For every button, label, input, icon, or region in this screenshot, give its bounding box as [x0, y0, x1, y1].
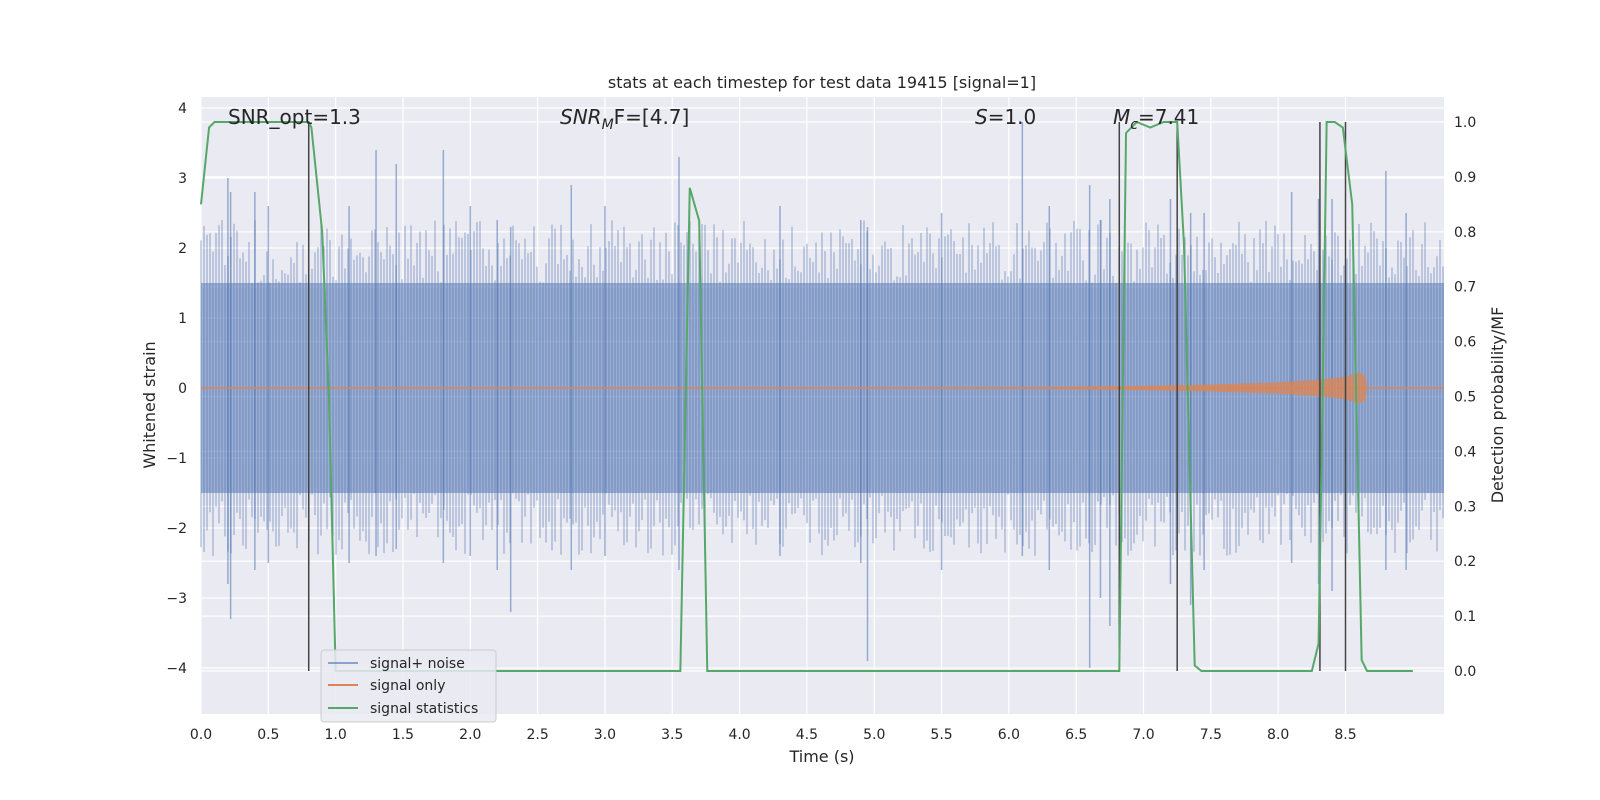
- y-tick-right-label: 0.7: [1454, 280, 1476, 296]
- y-tick-left-label: 1: [178, 311, 187, 327]
- x-tick-label: 0.0: [190, 727, 212, 743]
- annotation-mc-suffix: =7.41: [1138, 105, 1199, 129]
- y-tick-right-label: 0.0: [1454, 664, 1476, 680]
- x-tick-label: 3.0: [594, 727, 616, 743]
- y-axis-left-label: Whitened strain: [140, 341, 159, 468]
- y-tick-right-label: 0.8: [1454, 225, 1476, 241]
- legend-label-signal-only: signal only: [370, 678, 445, 694]
- x-tick-label: 0.5: [257, 727, 279, 743]
- annotation-snr-opt: SNR_opt=1.3: [228, 105, 361, 129]
- annotation-s-prefix: S: [975, 105, 988, 129]
- vertical-markers: [307, 122, 1347, 671]
- y-tick-right-label: 0.3: [1454, 499, 1476, 515]
- y-tick-left-label: 4: [178, 101, 187, 117]
- x-tick-label: 5.0: [863, 727, 885, 743]
- y-tick-right-label: 0.4: [1454, 444, 1476, 460]
- x-tick-label: 8.5: [1334, 727, 1356, 743]
- x-axis-ticks: 0.0 0.5 1.0 1.5 2.0 2.5 3.0 3.5 4.0 4.5 5.0 5.5 6.0 6…: [190, 727, 1357, 743]
- x-tick-label: 1.0: [325, 727, 347, 743]
- signal-statistics-series: [200, 120, 1413, 672]
- y-tick-right-label: 0.6: [1454, 335, 1476, 351]
- y-tick-left-label: 0: [178, 381, 187, 397]
- x-axis-label: Time (s): [788, 747, 854, 766]
- annotation-snr-mf-prefix: SNR: [560, 105, 602, 129]
- y-tick-right-label: 0.5: [1454, 390, 1476, 406]
- x-tick-label: 2.0: [459, 727, 481, 743]
- y-tick-right-label: 0.2: [1454, 554, 1476, 570]
- y-tick-left-label: −1: [166, 451, 187, 467]
- signal-only-series: [201, 372, 1444, 404]
- annotation-s-suffix: =1.0: [988, 105, 1037, 129]
- x-tick-label: 4.0: [728, 727, 750, 743]
- y-axis-right-ticks: 1.0 0.9 0.8 0.7 0.6 0.5 0.4 0.3 0.2 0.1 0.0: [1454, 115, 1476, 680]
- y-axis-right-label: Detection probability/MF: [1488, 307, 1507, 504]
- y-tick-left-label: 3: [178, 171, 187, 187]
- x-tick-label: 6.0: [998, 727, 1020, 743]
- x-tick-label: 1.5: [392, 727, 414, 743]
- legend: signal+ noise signal only signal statist…: [320, 649, 497, 723]
- y-tick-left-label: −2: [166, 521, 187, 537]
- x-tick-label: 2.5: [526, 727, 548, 743]
- annotation-mc: Mc=7.41: [1113, 105, 1199, 133]
- x-tick-label: 7.5: [1200, 727, 1222, 743]
- annotation-mc-sub: c: [1130, 117, 1138, 133]
- annotation-snr-mf-suffix: F=[4.7]: [614, 105, 690, 129]
- signal-noise-series: [200, 122, 1444, 668]
- annotation-snr-mf-sub: M: [602, 117, 614, 133]
- y-tick-right-label: 1.0: [1454, 115, 1476, 131]
- y-tick-right-label: 0.9: [1454, 170, 1476, 186]
- x-tick-label: 5.5: [930, 727, 952, 743]
- y-tick-left-label: −3: [166, 591, 187, 607]
- legend-box: [320, 649, 497, 723]
- x-tick-label: 7.0: [1132, 727, 1154, 743]
- y-axis-left-ticks: 4 3 2 1 0 −1 −2 −3 −4: [166, 101, 187, 677]
- annotation-s: S=1.0: [975, 105, 1036, 129]
- chart-title: stats at each timestep for test data 194…: [608, 73, 1036, 92]
- y-tick-left-label: −4: [166, 661, 187, 677]
- y-tick-right-label: 0.1: [1454, 609, 1476, 625]
- x-tick-label: 6.5: [1065, 727, 1087, 743]
- y-tick-left-label: 2: [178, 241, 187, 257]
- legend-label-signal-statistics: signal statistics: [370, 701, 478, 717]
- x-tick-label: 4.5: [796, 727, 818, 743]
- legend-label-signal-noise: signal+ noise: [370, 656, 465, 672]
- annotation-mc-prefix: M: [1113, 105, 1130, 129]
- x-tick-label: 8.0: [1267, 727, 1289, 743]
- x-tick-label: 3.5: [661, 727, 683, 743]
- signal-statistics-line: [200, 120, 1413, 672]
- annotation-snr-mf: SNRMF=[4.7]: [560, 105, 689, 133]
